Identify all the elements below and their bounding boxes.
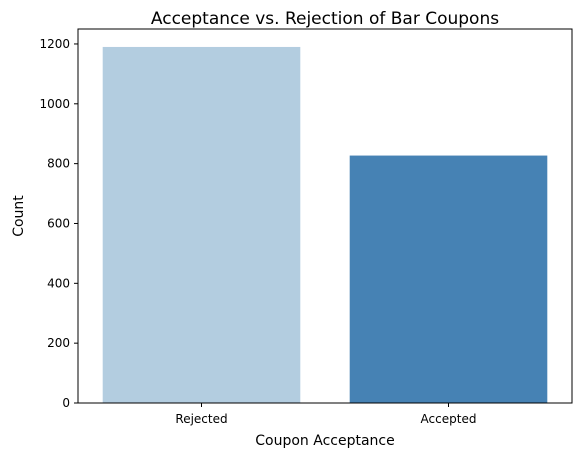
y-tick-label: 400 [47,276,70,290]
x-axis: Rejected Accepted [175,403,476,426]
y-tick-label: 1200 [39,37,70,51]
y-axis-label: Count [11,195,27,237]
y-tick-label: 1000 [39,97,70,111]
bar-accepted [349,155,548,403]
y-tick-label: 200 [47,336,70,350]
y-axis: 0 200 400 600 800 1000 1200 [39,37,78,410]
x-axis-label: Coupon Acceptance [255,433,394,449]
y-tick-label: 600 [47,216,70,230]
y-tick-label: 0 [62,396,70,410]
plot-frame [77,28,573,404]
bars-group [102,46,548,404]
x-tick-label: Accepted [421,412,477,426]
bar-rejected [102,46,301,404]
x-tick-label: Rejected [175,412,227,426]
y-tick-label: 800 [47,157,70,171]
chart-title: Acceptance vs. Rejection of Bar Coupons [151,9,499,29]
